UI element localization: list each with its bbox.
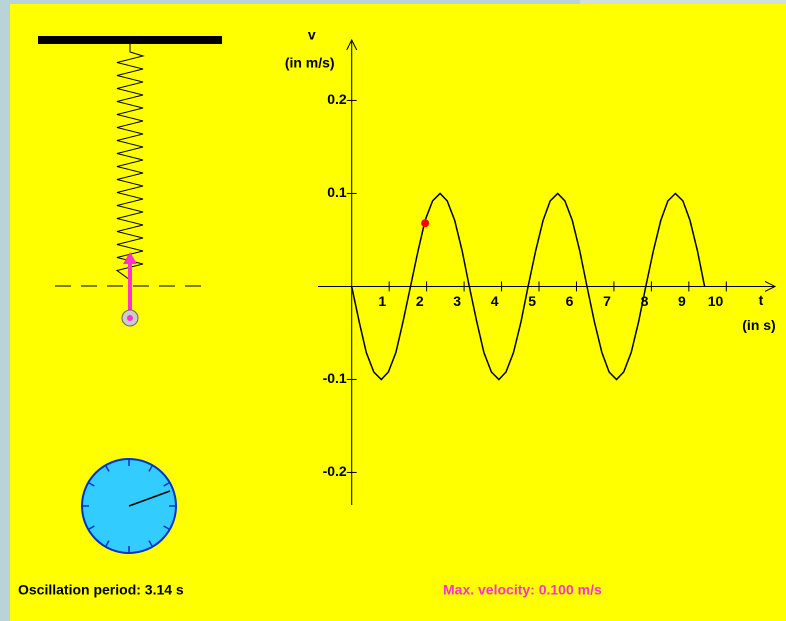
- x-tick-label: 8: [641, 293, 649, 309]
- current-point: [421, 219, 430, 228]
- mass-center: [127, 315, 133, 321]
- arrow-head: [123, 252, 137, 264]
- clock-tick: [104, 540, 110, 548]
- x-tick-label: 3: [453, 293, 461, 309]
- clock-tick: [163, 525, 171, 531]
- y-axis-label: v: [308, 27, 316, 43]
- spring: [115, 44, 145, 300]
- x-axis-label: t: [759, 292, 764, 308]
- x-axis-unit: (in s): [742, 317, 775, 333]
- clock-tick: [104, 464, 110, 472]
- x-tick-label: 1: [378, 293, 386, 309]
- y-tick-label: 0.1: [327, 184, 347, 200]
- velocity-curve: [350, 192, 706, 381]
- x-tick-label: 4: [491, 293, 499, 309]
- y-tick-label: 0.2: [327, 91, 347, 107]
- clock-tick: [87, 525, 95, 531]
- clock-hand: [128, 490, 171, 507]
- x-tick-label: 7: [603, 293, 611, 309]
- x-tick-label: 10: [708, 293, 724, 309]
- x-tick-label: 6: [566, 293, 574, 309]
- y-axis-unit: (in m/s): [285, 55, 335, 71]
- top-strip: [580, 0, 786, 4]
- x-tick-label: 9: [678, 293, 686, 309]
- x-axis-arrow: [764, 281, 777, 292]
- period-text: Oscillation period: 3.14 s: [18, 582, 184, 598]
- clock-tick: [163, 481, 171, 487]
- clock-ticks: [82, 459, 176, 553]
- max-velocity-text: Max. velocity: 0.100 m/s: [443, 582, 602, 598]
- x-tick-label: 5: [528, 293, 536, 309]
- clock-tick: [148, 540, 154, 548]
- y-tick-label: -0.1: [323, 370, 347, 386]
- y-axis-arrow: [346, 38, 358, 51]
- clock-tick: [148, 464, 154, 472]
- x-tick-label: 2: [416, 293, 424, 309]
- clock-tick: [87, 481, 95, 487]
- y-tick-label: -0.2: [323, 463, 347, 479]
